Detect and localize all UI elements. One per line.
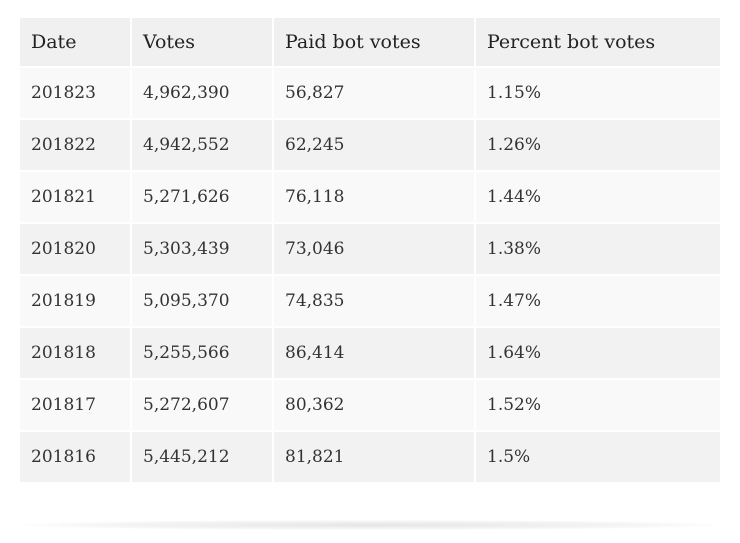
cell-votes: 5,271,626 <box>132 172 274 224</box>
header-paid-bot-votes: Paid bot votes <box>274 18 476 68</box>
cell-paid-bot-votes: 80,362 <box>274 380 476 432</box>
cell-votes: 5,445,212 <box>132 432 274 484</box>
header-row: Date Votes Paid bot votes Percent bot vo… <box>20 18 720 68</box>
cell-date: 201820 <box>20 224 132 276</box>
cell-paid-bot-votes: 62,245 <box>274 120 476 172</box>
cell-date: 201816 <box>20 432 132 484</box>
data-table-container: Date Votes Paid bot votes Percent bot vo… <box>20 18 720 484</box>
cell-percent-bot-votes: 1.38% <box>476 224 720 276</box>
cell-percent-bot-votes: 1.47% <box>476 276 720 328</box>
cell-date: 201819 <box>20 276 132 328</box>
cell-date: 201817 <box>20 380 132 432</box>
cell-date: 201822 <box>20 120 132 172</box>
table-row: 201819 5,095,370 74,835 1.47% <box>20 276 720 328</box>
header-percent-bot-votes: Percent bot votes <box>476 18 720 68</box>
cell-paid-bot-votes: 74,835 <box>274 276 476 328</box>
table-body: 201823 4,962,390 56,827 1.15% 201822 4,9… <box>20 68 720 484</box>
cell-date: 201818 <box>20 328 132 380</box>
cell-date: 201821 <box>20 172 132 224</box>
cell-paid-bot-votes: 86,414 <box>274 328 476 380</box>
table-row: 201818 5,255,566 86,414 1.64% <box>20 328 720 380</box>
table-row: 201816 5,445,212 81,821 1.5% <box>20 432 720 484</box>
cell-percent-bot-votes: 1.64% <box>476 328 720 380</box>
cell-percent-bot-votes: 1.52% <box>476 380 720 432</box>
cell-percent-bot-votes: 1.26% <box>476 120 720 172</box>
cell-percent-bot-votes: 1.44% <box>476 172 720 224</box>
table-header: Date Votes Paid bot votes Percent bot vo… <box>20 18 720 68</box>
cell-votes: 4,962,390 <box>132 68 274 120</box>
table-row: 201823 4,962,390 56,827 1.15% <box>20 68 720 120</box>
cell-votes: 4,942,552 <box>132 120 274 172</box>
table-row: 201817 5,272,607 80,362 1.52% <box>20 380 720 432</box>
cell-paid-bot-votes: 81,821 <box>274 432 476 484</box>
table-row: 201821 5,271,626 76,118 1.44% <box>20 172 720 224</box>
page-bottom-shadow <box>24 520 716 530</box>
cell-date: 201823 <box>20 68 132 120</box>
cell-paid-bot-votes: 76,118 <box>274 172 476 224</box>
cell-votes: 5,255,566 <box>132 328 274 380</box>
table-row: 201820 5,303,439 73,046 1.38% <box>20 224 720 276</box>
votes-table: Date Votes Paid bot votes Percent bot vo… <box>20 18 720 484</box>
cell-percent-bot-votes: 1.5% <box>476 432 720 484</box>
header-date: Date <box>20 18 132 68</box>
cell-votes: 5,303,439 <box>132 224 274 276</box>
table-row: 201822 4,942,552 62,245 1.26% <box>20 120 720 172</box>
cell-percent-bot-votes: 1.15% <box>476 68 720 120</box>
cell-paid-bot-votes: 56,827 <box>274 68 476 120</box>
header-votes: Votes <box>132 18 274 68</box>
cell-votes: 5,095,370 <box>132 276 274 328</box>
cell-votes: 5,272,607 <box>132 380 274 432</box>
cell-paid-bot-votes: 73,046 <box>274 224 476 276</box>
